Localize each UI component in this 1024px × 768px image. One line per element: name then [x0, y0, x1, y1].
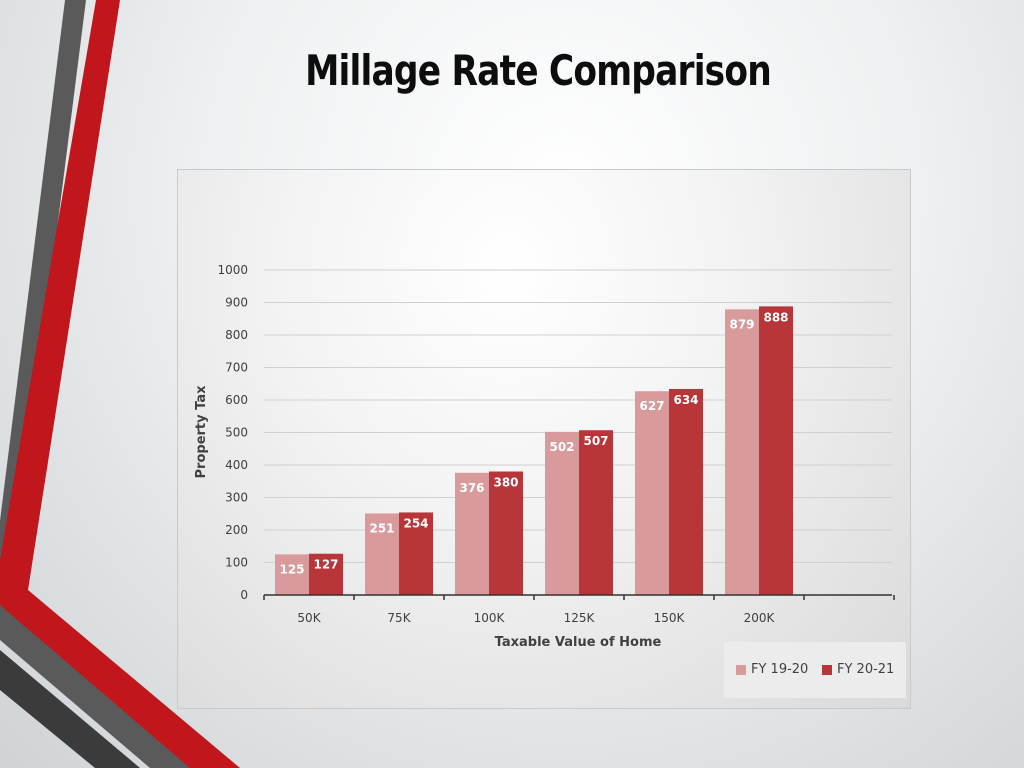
x-axis: 50K 75K 100K 125K 150K 200K — [263, 594, 895, 625]
data-label: 627 — [639, 399, 664, 413]
y-tick-label: 0 — [240, 588, 248, 602]
legend-label-fy-20-21: FY 20-21 — [837, 662, 895, 677]
y-tick-label: 300 — [225, 491, 248, 505]
bar — [489, 471, 523, 595]
bar-chart: 0 100 200 300 400 500 600 700 800 900 1000 125 127 2… — [194, 263, 895, 650]
legend-swatch-fy-20-21 — [822, 664, 832, 675]
data-label: 380 — [493, 476, 518, 490]
bar — [275, 554, 309, 595]
y-axis-title: Property Tax — [194, 385, 209, 479]
x-tick-label: 100K — [474, 611, 506, 625]
y-tick-label: 100 — [225, 556, 248, 570]
red-stripe-top — [0, 0, 120, 590]
chart-panel: 0 100 200 300 400 500 600 700 800 900 1000 125 127 2… — [178, 170, 910, 708]
bar — [545, 431, 579, 595]
y-axis-ticks: 0 100 200 300 400 500 600 700 800 900 1000 — [217, 263, 248, 602]
legend-swatch-fy-19-20 — [736, 664, 746, 675]
legend-label-fy-19-20: FY 19-20 — [751, 662, 809, 677]
data-label: 634 — [673, 393, 698, 407]
data-label: 879 — [729, 317, 754, 331]
y-tick-label: 500 — [225, 426, 248, 440]
bar — [669, 388, 703, 595]
bar — [725, 309, 759, 595]
bar — [455, 472, 489, 595]
data-label: 127 — [313, 558, 338, 572]
legend-item-fy-19-20: FY 19-20 — [736, 662, 808, 677]
red-stripe-bottom — [0, 590, 240, 768]
x-tick-label: 75K — [387, 611, 411, 625]
bar — [365, 513, 399, 595]
bar — [399, 512, 433, 595]
legend-item-fy-20-21: FY 20-21 — [822, 662, 894, 677]
bar — [635, 391, 669, 595]
data-label: 254 — [403, 516, 428, 530]
bar — [759, 306, 793, 595]
data-label: 888 — [763, 310, 788, 324]
data-label: 125 — [279, 562, 304, 576]
y-tick-label: 800 — [225, 328, 248, 342]
y-tick-label: 1000 — [217, 263, 248, 277]
dark-stripe-bottom — [0, 650, 140, 768]
data-labels: 125 127 251 254 376 380 502 507 627 634 879 888 — [279, 310, 788, 576]
y-tick-label: 200 — [225, 523, 248, 537]
gray-stripe-bottom — [0, 605, 190, 768]
slide-title: Millage Rate Comparison — [305, 46, 772, 95]
y-tick-label: 700 — [225, 361, 248, 375]
bar — [579, 430, 613, 595]
bar — [309, 553, 343, 595]
data-label: 251 — [369, 521, 394, 535]
y-tick-label: 900 — [225, 296, 248, 310]
x-tick-label: 150K — [654, 611, 686, 625]
x-tick-label: 200K — [744, 611, 776, 625]
data-label: 507 — [583, 434, 608, 448]
bars — [275, 306, 793, 595]
data-label: 502 — [549, 440, 574, 454]
x-tick-label: 50K — [297, 611, 321, 625]
y-tick-label: 400 — [225, 458, 248, 472]
x-tick-label: 125K — [564, 611, 596, 625]
data-label: 376 — [459, 481, 484, 495]
x-axis-title: Taxable Value of Home — [495, 635, 662, 650]
y-tick-label: 600 — [225, 393, 248, 407]
legend: FY 19-20 FY 20-21 — [724, 642, 906, 698]
